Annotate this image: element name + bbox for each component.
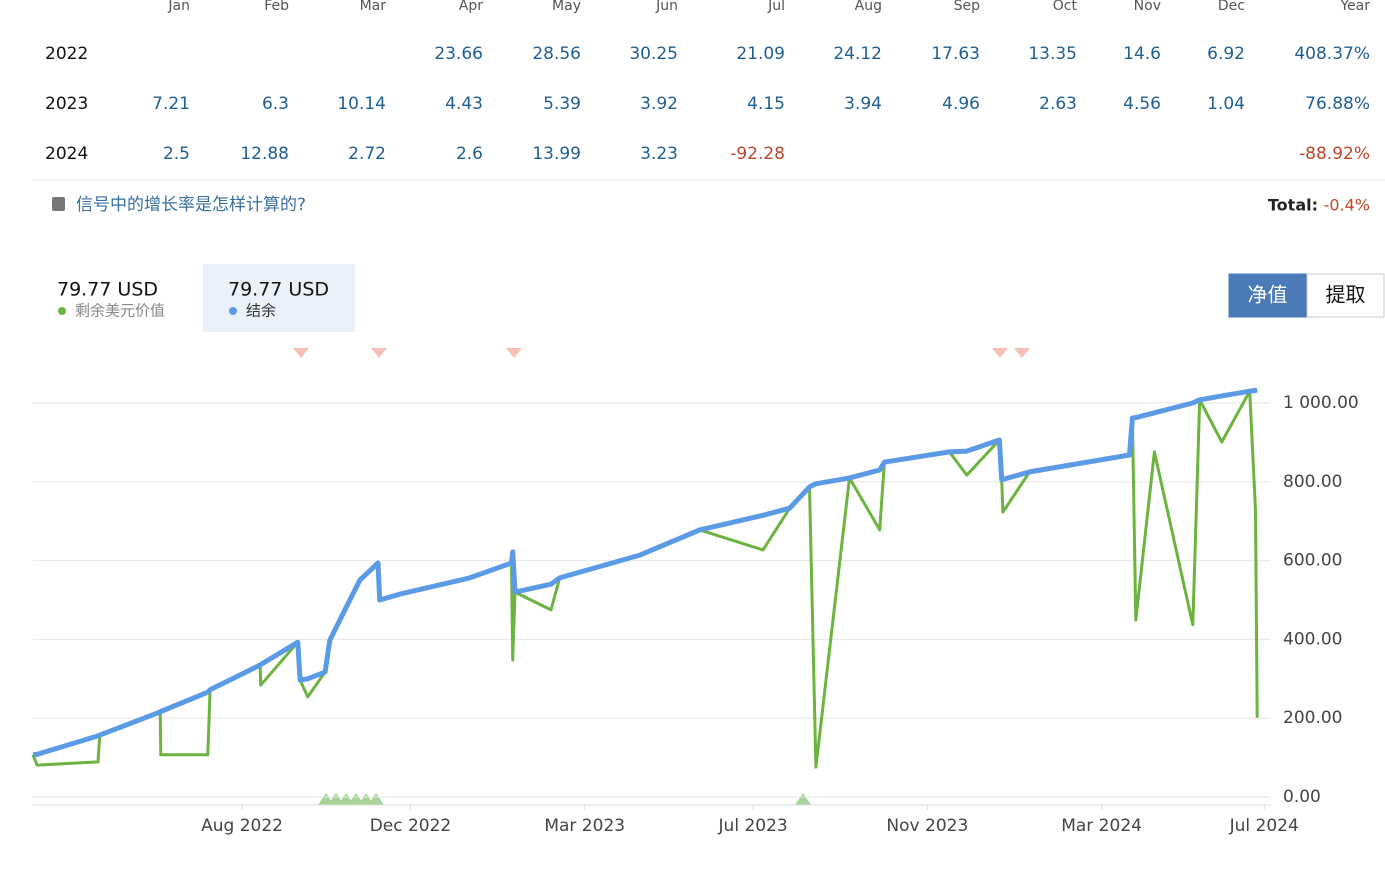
legend-value[interactable]: 79.77 USD (57, 279, 158, 301)
x-tick-label: Jul 2023 (718, 816, 788, 836)
x-tick-label: Dec 2022 (370, 816, 452, 836)
return-cell: 14.6 (1123, 44, 1161, 64)
column-header: Sep (954, 0, 981, 14)
marker (371, 348, 387, 358)
return-cell: 2.63 (1039, 94, 1077, 114)
return-cell: 28.56 (532, 44, 581, 64)
return-cell: 4.96 (942, 94, 980, 114)
y-tick-label: 0.00 (1283, 787, 1321, 807)
return-cell: 4.15 (747, 94, 785, 114)
column-header: Apr (459, 0, 483, 14)
legend-name[interactable]: 剩余美元价值 (75, 302, 165, 320)
row-year: 2023 (45, 94, 88, 114)
return-cell: 3.92 (640, 94, 678, 114)
toggle-button[interactable] (1306, 273, 1385, 318)
return-cell: 2.6 (456, 144, 483, 164)
return-cell: 76.88% (1305, 94, 1370, 114)
column-header: May (552, 0, 581, 14)
legend-value[interactable]: 79.77 USD (228, 279, 329, 301)
y-tick-label: 200.00 (1283, 708, 1342, 728)
return-cell: 4.43 (445, 94, 483, 114)
return-cell: 24.12 (833, 44, 882, 64)
return-cell: 13.99 (532, 144, 581, 164)
column-header: Aug (855, 0, 882, 14)
toggle-button[interactable] (1228, 273, 1307, 318)
return-cell: 408.37% (1294, 44, 1370, 64)
legend-name[interactable]: 结余 (246, 302, 276, 320)
column-header: Jan (167, 0, 190, 14)
return-cell: 4.56 (1123, 94, 1161, 114)
x-tick-label: Mar 2024 (1061, 816, 1142, 836)
return-cell: 2.5 (163, 144, 190, 164)
growth-note-link[interactable]: 信号中的增长率是怎样计算的? (76, 195, 306, 215)
row-year: 2024 (45, 144, 88, 164)
return-cell: 5.39 (543, 94, 581, 114)
return-cell: 13.35 (1028, 44, 1077, 64)
return-cell: 3.94 (844, 94, 882, 114)
row-year: 2022 (45, 44, 88, 64)
return-cell: 21.09 (736, 44, 785, 64)
balance-line (32, 387, 1258, 758)
return-cell: 17.63 (931, 44, 980, 64)
note-icon (52, 197, 65, 211)
column-header: Year (1339, 0, 1370, 14)
column-header: Dec (1218, 0, 1245, 14)
column-header: Jul (767, 0, 785, 14)
x-tick-label: Aug 2022 (201, 816, 283, 836)
marker (992, 348, 1008, 358)
toggle-label[interactable]: 提取 (1326, 283, 1366, 307)
return-cell: 1.04 (1207, 94, 1245, 114)
marker (795, 793, 811, 805)
return-cell: 12.88 (240, 144, 289, 164)
total-value: -0.4% (1324, 196, 1370, 215)
column-header: Mar (360, 0, 387, 14)
toggle-label[interactable]: 净值 (1248, 283, 1288, 307)
column-header: Nov (1134, 0, 1161, 14)
return-cell: 2.72 (348, 144, 386, 164)
return-cell: 3.23 (640, 144, 678, 164)
y-tick-label: 400.00 (1283, 629, 1342, 649)
return-cell: 6.92 (1207, 44, 1245, 64)
legend-dot (58, 307, 66, 315)
marker (506, 348, 522, 358)
return-cell: -88.92% (1299, 144, 1370, 164)
column-header: Oct (1053, 0, 1078, 14)
column-header: Jun (655, 0, 678, 14)
marker (293, 348, 309, 358)
return-cell: 7.21 (152, 94, 190, 114)
total-label: Total: (1268, 196, 1318, 215)
y-tick-label: 800.00 (1283, 472, 1342, 492)
y-tick-label: 600.00 (1283, 551, 1342, 571)
x-tick-label: Jul 2024 (1229, 816, 1299, 836)
top-markers (293, 348, 1030, 358)
return-cell: 6.3 (262, 94, 289, 114)
return-cell: 23.66 (434, 44, 483, 64)
y-tick-label: 1 000.00 (1283, 393, 1359, 413)
column-header: Feb (264, 0, 289, 14)
return-cell: 30.25 (629, 44, 678, 64)
bottom-markers (318, 793, 811, 805)
legend-card-active[interactable] (203, 264, 355, 332)
x-tick-label: Mar 2023 (544, 816, 625, 836)
return-cell: 10.14 (337, 94, 386, 114)
x-tick-label: Nov 2023 (886, 816, 968, 836)
marker-group (318, 793, 384, 805)
marker (1014, 348, 1030, 358)
legend-dot (229, 307, 237, 315)
return-cell: -92.28 (730, 144, 785, 164)
